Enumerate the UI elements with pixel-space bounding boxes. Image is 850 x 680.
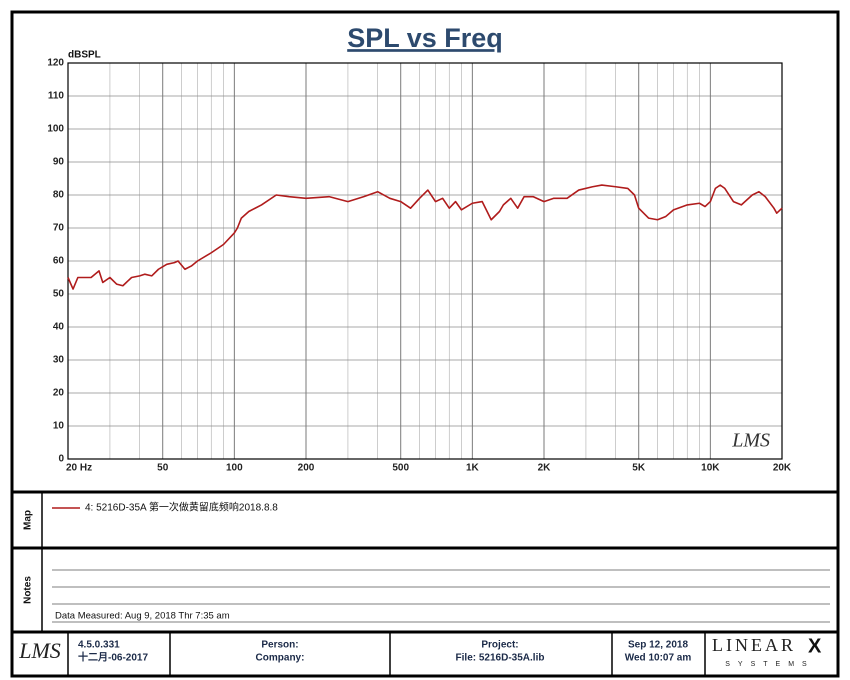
y-tick-label: 10 [53,421,65,432]
y-tick-label: 60 [53,256,65,267]
plot-border [67,62,783,460]
map-label: Map [23,510,34,530]
x-tick-label: 20K [773,463,792,474]
x-tick-label: 500 [392,463,409,474]
data-measured: Data Measured: Aug 9, 2018 Thr 7:35 am [55,611,230,622]
note-lines [52,569,830,623]
chart-title: SPL vs Freq [347,23,503,53]
brand-sub: SYSTEMS [725,661,814,668]
x-tick-label: 5K [632,463,646,474]
notes-label: Notes [23,576,34,604]
y-tick-label: 100 [47,124,64,135]
brand: LINEAR [712,635,796,655]
build-date: 十二月-06-2017 [78,651,148,664]
legend: 4: 5216D-35A 第一次做黄留底频响2018.8.8 [52,501,278,514]
y-tick-label: 90 [53,157,65,168]
time: Wed 10:07 am [625,653,692,664]
person: Person: [261,640,298,651]
footer-logo: LMS [18,638,61,663]
x-tick-label: 1K [466,463,480,474]
y-tick-label: 30 [53,355,65,366]
company: Company: [256,653,305,664]
x-tick-label: 2K [538,463,552,474]
y-tick-label: 50 [53,289,65,300]
y-tick-label: 120 [47,58,64,69]
x-tick-label: 200 [298,463,315,474]
y-tick-label: 40 [53,322,65,333]
y-tick-label: 70 [53,223,65,234]
brand-x: X [808,635,822,657]
footer-cells [67,632,706,676]
watermark: LMS [731,430,770,452]
project: Project: [481,640,518,651]
x-tick-label: 50 [157,463,169,474]
y-axis-label: dBSPL [68,50,101,61]
spl-curve [67,184,783,290]
date: Sep 12, 2018 [628,640,688,651]
file: File: 5216D-35A.lib [456,653,545,664]
y-tick-label: 20 [53,388,65,399]
x-tick-label: 20 Hz [66,463,92,474]
y-tick-label: 110 [48,91,65,102]
y-tick-label: 0 [58,454,64,465]
y-tick-label: 80 [53,190,65,201]
version: 4.5.0.331 [78,640,120,651]
x-tick-label: 10K [701,463,720,474]
plot-area: 0 10 20 30 40 50 60 70 80 90 100 110 120 20 Hz 50 100 20… [47,58,792,474]
x-tick-label: 100 [226,463,243,474]
legend-entry: 4: 5216D-35A 第一次做黄留底频响2018.8.8 [85,501,278,514]
